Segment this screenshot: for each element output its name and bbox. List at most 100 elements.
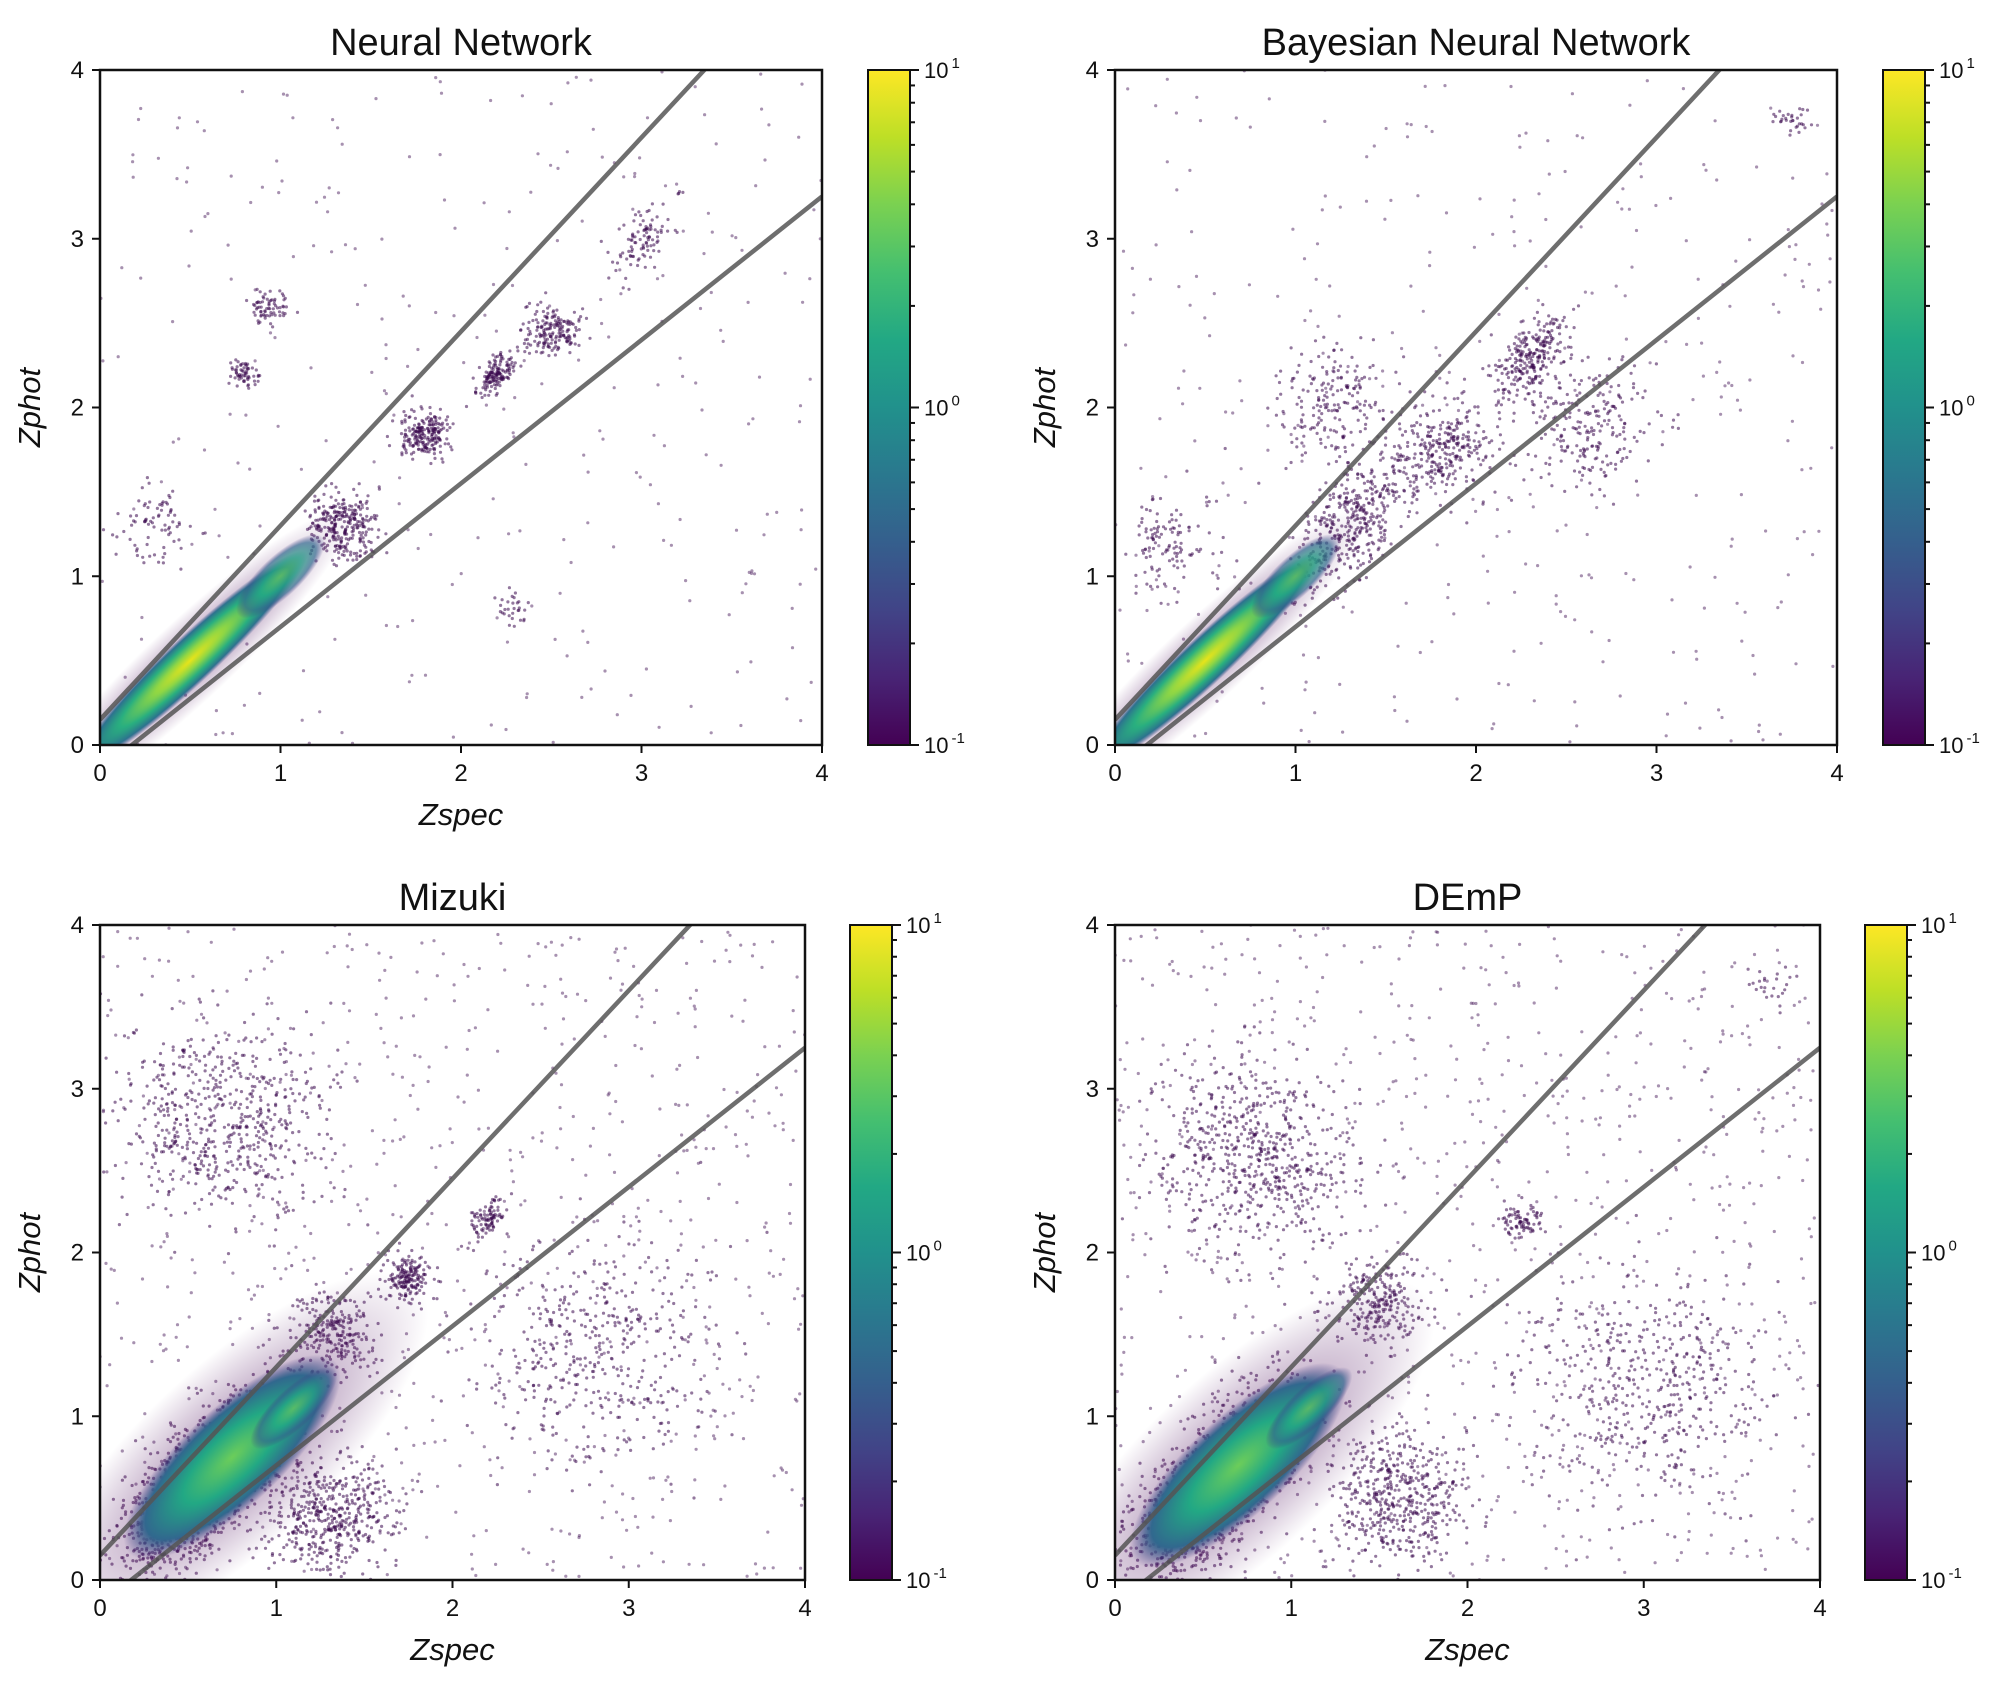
scatter-point: [258, 691, 262, 696]
scatter-point: [586, 470, 590, 474]
scatter-point: [425, 426, 430, 430]
scatter-point: [1611, 502, 1616, 506]
scatter-point: [1618, 432, 1622, 437]
scatter-point: [1238, 379, 1242, 383]
scatter-point: [481, 386, 485, 390]
scatter-point: [291, 255, 295, 259]
scatter-point: [227, 381, 231, 385]
scatter-point: [403, 418, 407, 422]
scatter-point: [1576, 304, 1581, 308]
scatter-point: [1319, 404, 1323, 409]
scatter-point: [1518, 344, 1522, 348]
scatter-point: [1287, 535, 1291, 539]
scatter-point: [1148, 509, 1152, 513]
scatter-point: [528, 332, 533, 336]
scatter-point: [1583, 290, 1587, 294]
scatter-point: [1562, 360, 1566, 364]
scatter-point: [1368, 365, 1372, 369]
scatter-point: [1324, 386, 1328, 390]
scatter-point: [600, 321, 604, 326]
scatter-point: [1497, 358, 1501, 362]
scatter-point: [267, 300, 271, 304]
scatter-point: [342, 549, 346, 554]
scatter-point: [1439, 469, 1443, 473]
scatter-point: [418, 436, 422, 440]
scatter-point: [1543, 400, 1548, 404]
colorbar-tick-label: 10 -1: [924, 730, 965, 758]
scatter-point: [354, 503, 358, 507]
scatter-point: [1302, 434, 1306, 438]
scatter-point: [1523, 345, 1527, 349]
scatter-point: [1372, 475, 1376, 479]
scatter-point: [163, 552, 167, 556]
scatter-point: [1440, 466, 1444, 470]
scatter-point: [1584, 430, 1589, 435]
scatter-point: [656, 383, 660, 387]
scatter-point: [381, 1263, 385, 1267]
scatter-point: [1505, 358, 1509, 362]
scatter-point: [631, 232, 635, 236]
scatter-point: [1195, 548, 1199, 552]
scatter-point: [1148, 554, 1152, 559]
scatter-point: [1130, 266, 1134, 270]
scatter-point: [1432, 481, 1437, 485]
scatter-point: [1534, 333, 1538, 337]
scatter-point: [508, 349, 512, 353]
scatter-point: [1371, 515, 1375, 519]
scatter-point: [1501, 391, 1505, 395]
scatter-point: [374, 517, 378, 521]
scatter-point: [558, 591, 562, 595]
scatter-point: [1575, 134, 1579, 138]
scatter-point: [236, 360, 240, 364]
scatter-point: [489, 384, 494, 389]
scatter-point: [550, 338, 554, 342]
scatter-point: [135, 549, 139, 553]
scatter-point: [1403, 458, 1407, 462]
scatter-point: [1351, 406, 1355, 410]
scatter-point: [1590, 426, 1594, 430]
scatter-point: [1367, 520, 1371, 524]
scatter-point: [1448, 439, 1452, 443]
scatter-point: [1364, 576, 1368, 580]
scatter-point: [1510, 215, 1514, 219]
scatter-point: [1583, 424, 1587, 428]
scatter-point: [1568, 740, 1572, 744]
scatter-point: [111, 533, 115, 537]
scatter-point: [1406, 514, 1410, 519]
scatter-point: [522, 359, 526, 363]
scatter-point: [1555, 529, 1559, 533]
scatter-point: [1568, 335, 1572, 339]
scatter-point: [652, 243, 656, 247]
scatter-point: [253, 359, 257, 363]
scatter-point: [1621, 456, 1625, 461]
scatter-point: [1496, 388, 1500, 392]
scatter-point: [1598, 487, 1602, 492]
scatter-point: [1124, 552, 1128, 556]
scatter-point: [1372, 144, 1376, 148]
scatter-point: [1634, 479, 1639, 483]
scatter-point: [230, 367, 234, 371]
scatter-point: [1496, 401, 1500, 405]
scatter-point: [1326, 435, 1330, 439]
scatter-point: [1134, 573, 1138, 578]
scatter-point: [1446, 421, 1450, 425]
scatter-point: [1552, 321, 1556, 325]
y-tick-label: 4: [71, 57, 84, 84]
scatter-point: [1578, 470, 1582, 474]
scatter-point: [1517, 134, 1521, 138]
scatter-point: [645, 244, 650, 248]
scatter-point: [1266, 406, 1270, 410]
scatter-point: [1335, 408, 1339, 413]
scatter-point: [1622, 426, 1626, 430]
scatter-point: [1193, 439, 1197, 443]
scatter-point: [1390, 331, 1394, 335]
scatter-point: [549, 102, 553, 106]
scatter-point: [1451, 428, 1455, 432]
scatter-point: [1648, 361, 1652, 365]
scatter-point: [633, 240, 637, 245]
scatter-point: [1328, 284, 1332, 288]
scatter-point: [663, 184, 668, 188]
scatter-point: [541, 346, 545, 350]
scatter-point: [434, 310, 438, 315]
